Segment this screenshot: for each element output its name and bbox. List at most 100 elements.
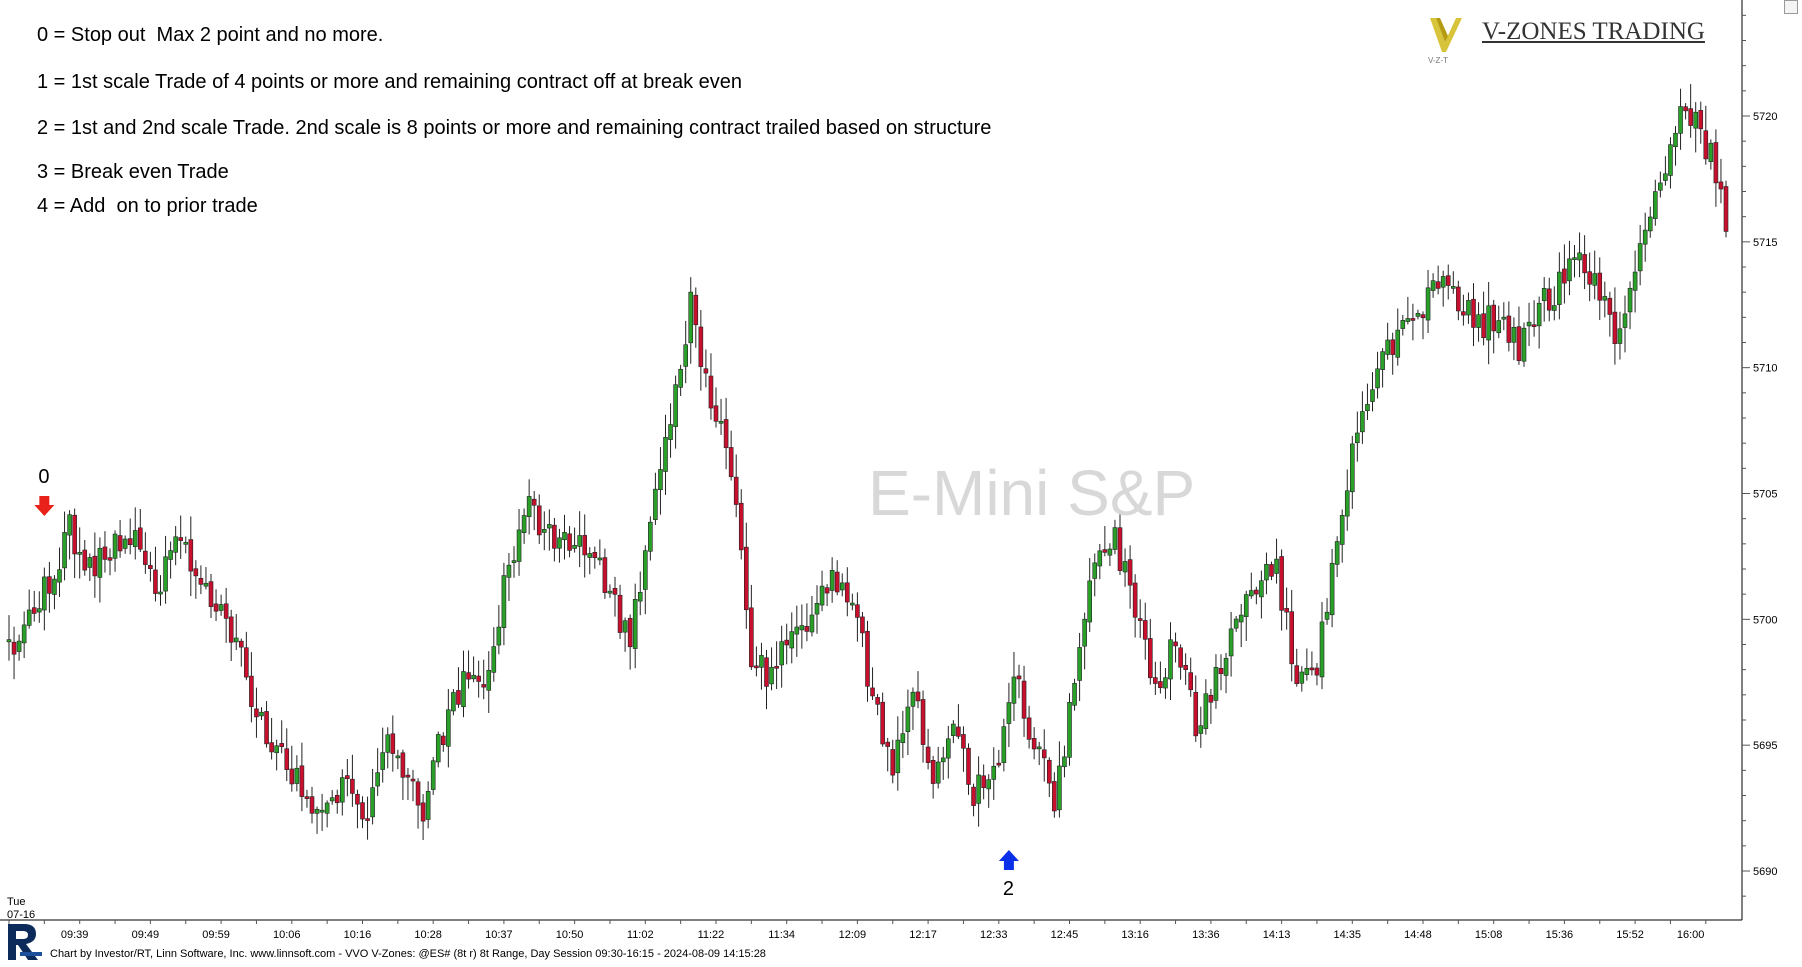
candle-down <box>971 786 976 806</box>
chart-footer: Chart by Investor/RT, Linn Software, Inc… <box>50 948 766 960</box>
brand-v-icon <box>1430 18 1462 52</box>
candle-up <box>1552 305 1557 311</box>
candle-up <box>1451 286 1456 289</box>
candle-down <box>1612 311 1618 344</box>
candle-down <box>456 690 461 705</box>
time-tick-label: 16:00 <box>1677 929 1705 941</box>
candle-down <box>390 733 396 754</box>
candle-up <box>1511 326 1517 343</box>
candle-down <box>1582 254 1587 274</box>
time-tick-label: 10:28 <box>414 929 442 941</box>
time-tick-label: 15:36 <box>1546 929 1574 941</box>
candle-up <box>329 797 335 802</box>
candle-up <box>1082 618 1087 647</box>
candle-up <box>1678 106 1683 134</box>
candle-down <box>1218 668 1224 675</box>
candle-up <box>1264 564 1269 581</box>
candle-down <box>1410 318 1416 321</box>
candle-down <box>1052 781 1057 812</box>
candle-up <box>663 437 668 472</box>
time-tick-label: 14:35 <box>1333 929 1361 941</box>
candle-up <box>6 639 12 643</box>
time-tick-label: 11:02 <box>627 929 654 941</box>
time-tick-label: 15:52 <box>1616 929 1644 941</box>
candle-down <box>148 565 153 569</box>
candle-up <box>683 344 689 367</box>
candle-down <box>617 594 623 633</box>
candle-down <box>1132 582 1138 618</box>
candle-up <box>218 604 224 611</box>
candle-down <box>860 616 865 634</box>
candle-down <box>764 657 769 687</box>
candle-up <box>132 530 138 547</box>
candle-down <box>1456 286 1461 312</box>
candle-up <box>233 637 239 643</box>
candle-up <box>1243 594 1249 617</box>
candle-up <box>1203 693 1209 729</box>
candle-down <box>143 550 148 565</box>
candle-down <box>1041 749 1047 759</box>
candle-up <box>1360 411 1365 433</box>
candle-up <box>1541 288 1547 302</box>
candle-down <box>824 587 830 594</box>
candle-down <box>1026 717 1032 740</box>
candle-up <box>1299 671 1305 684</box>
candle-up <box>1319 621 1325 678</box>
candle-down <box>360 802 365 820</box>
candle-up <box>1097 550 1103 567</box>
candle-up <box>1466 300 1471 316</box>
candle-down <box>188 539 194 572</box>
price-axis: 5690 5695 5700 5705 5710 5715 5720 <box>1741 0 1777 920</box>
candle-down <box>870 687 875 697</box>
candle-up <box>688 291 694 344</box>
candle-up <box>1163 677 1168 689</box>
trade-markers <box>34 496 1019 870</box>
candle-down <box>1047 759 1052 784</box>
candle-down <box>1117 527 1123 571</box>
candle-up <box>1304 667 1310 675</box>
candle-up <box>16 640 22 652</box>
candle-up <box>1233 618 1239 629</box>
candle-up <box>1259 580 1264 598</box>
candle-down <box>1314 667 1320 676</box>
candle-up <box>607 590 613 594</box>
candle-up <box>850 602 855 606</box>
candle-up <box>1213 667 1219 701</box>
price-tick-label: 5710 <box>1753 363 1777 375</box>
candle-up <box>1067 702 1072 758</box>
time-tick-label: 10:50 <box>556 929 584 941</box>
time-tick-label: 15:08 <box>1475 929 1503 941</box>
candle-up <box>1350 443 1355 493</box>
candle-up <box>658 469 663 490</box>
candle-up <box>1001 726 1007 763</box>
candle-up <box>1622 313 1628 328</box>
legend-line-4: 4 = Add on to prior trade <box>37 195 258 217</box>
candle-up <box>1375 368 1380 389</box>
candle-down <box>31 607 37 614</box>
candle-down <box>1284 608 1289 613</box>
candle-down <box>138 527 143 550</box>
candle-down <box>703 368 709 374</box>
candle-up <box>779 641 784 666</box>
candle-up <box>339 777 345 803</box>
candle-up <box>789 631 795 649</box>
time-tick-label: 12:45 <box>1051 929 1079 941</box>
candle-up <box>1223 657 1229 676</box>
time-tick-label: 10:37 <box>485 929 513 941</box>
candle-up <box>1072 683 1077 706</box>
candle-up <box>274 745 279 754</box>
candle-down <box>284 748 290 770</box>
candle-up <box>1355 432 1360 444</box>
candle-down <box>966 747 971 785</box>
time-tick-label: 09:49 <box>132 929 160 941</box>
candle-down <box>345 775 350 780</box>
candle-up <box>1112 527 1118 550</box>
investor-rt-logo-icon <box>8 924 42 960</box>
candle-down <box>844 582 850 603</box>
candle-up <box>501 575 507 628</box>
time-tick-label: 13:36 <box>1192 929 1220 941</box>
candle-up <box>471 674 476 680</box>
candle-down <box>1158 681 1163 688</box>
pane-resize-button[interactable] <box>1784 0 1798 14</box>
time-tick-label: 14:48 <box>1404 929 1432 941</box>
